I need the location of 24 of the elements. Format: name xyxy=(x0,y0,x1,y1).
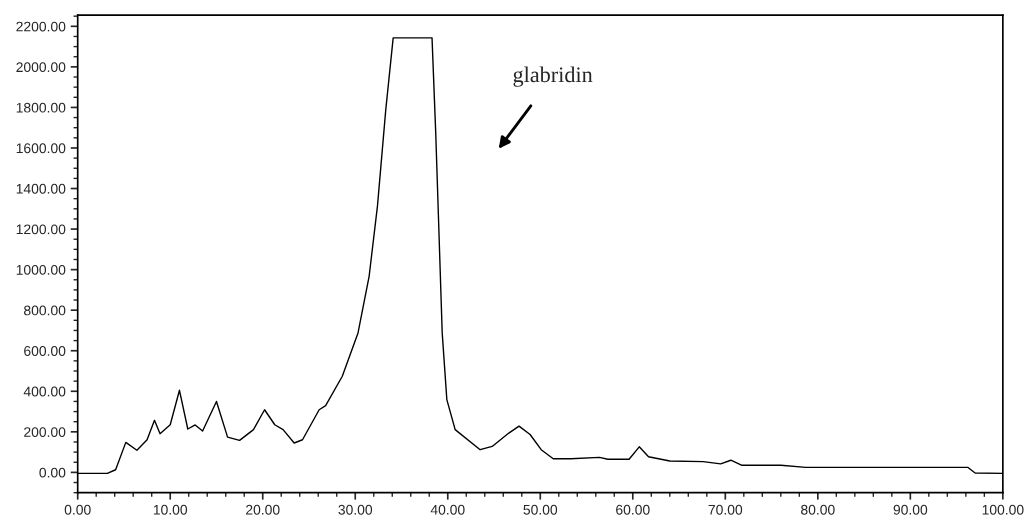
x-tick-label: 100.00 xyxy=(982,504,1024,515)
y-tick-label: 1000.00 xyxy=(16,264,66,275)
x-tick-label: 50.00 xyxy=(523,504,558,515)
y-tick-label: 0.00 xyxy=(39,467,66,478)
x-tick-label: 0.00 xyxy=(64,504,91,515)
y-tick-label: 200.00 xyxy=(24,427,66,438)
y-tick-label: 1400.00 xyxy=(16,183,66,194)
x-tick-label: 90.00 xyxy=(893,504,928,515)
y-tick-label: 400.00 xyxy=(23,386,66,397)
x-tick-label: 70.00 xyxy=(708,504,743,515)
y-tick-label: 1600.00 xyxy=(16,143,66,154)
x-tick-label: 30.00 xyxy=(338,504,373,515)
y-tick-label: 2200.00 xyxy=(16,21,66,32)
annotation: glabridin xyxy=(513,66,593,87)
y-tick-label: 1800.00 xyxy=(16,102,66,113)
x-tick-label: 40.00 xyxy=(430,504,465,515)
x-tick-label: 10.00 xyxy=(153,504,188,515)
y-tick-label: 800.00 xyxy=(24,305,66,316)
y-tick-label: 1200.00 xyxy=(16,224,66,235)
x-tick-label: 20.00 xyxy=(246,504,280,515)
y-tick-label: 2000.00 xyxy=(16,62,66,73)
y-tick-label: 600.00 xyxy=(24,346,66,356)
x-tick-label: 60.00 xyxy=(616,504,650,515)
x-tick-label: 80.00 xyxy=(801,504,835,515)
